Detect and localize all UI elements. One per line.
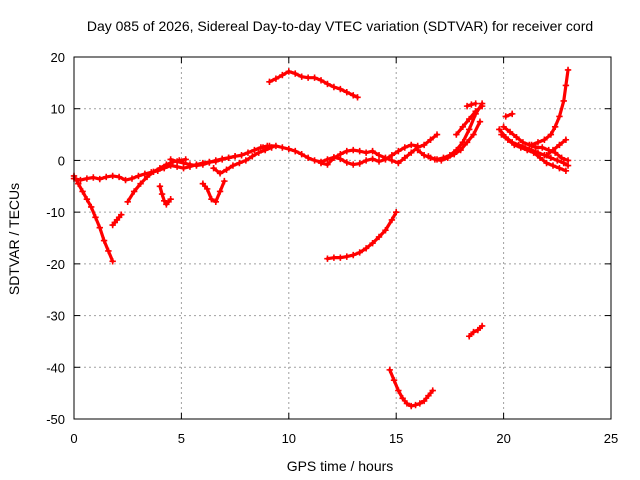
plot-border bbox=[73, 56, 612, 420]
series-arc-neg20 bbox=[324, 208, 400, 262]
trace-segment bbox=[428, 132, 439, 142]
trace-segment bbox=[467, 109, 478, 121]
series-arc-late-4 bbox=[502, 110, 516, 120]
trace-segment bbox=[461, 127, 471, 144]
chart-title: Day 085 of 2026, Sidereal Day-to-day VTE… bbox=[87, 18, 593, 34]
trace-segment bbox=[557, 138, 568, 147]
y-axis-label: SDTVAR / TECUs bbox=[6, 183, 22, 295]
trace-segment bbox=[126, 189, 136, 204]
series-arc-band-2 bbox=[317, 131, 441, 168]
data-point bbox=[476, 118, 484, 125]
series-arc-mid-3 bbox=[210, 144, 275, 177]
x-tick-label: 0 bbox=[70, 431, 77, 446]
grid-layer bbox=[74, 57, 611, 419]
data-point bbox=[478, 322, 486, 330]
data-point bbox=[564, 157, 572, 164]
data-point bbox=[508, 110, 516, 118]
trace-segment bbox=[467, 112, 478, 131]
series-arc-top bbox=[266, 68, 361, 101]
series-arc-neg33 bbox=[466, 322, 486, 340]
series-arc-band-5 bbox=[453, 102, 486, 138]
x-tick-label: 5 bbox=[178, 431, 185, 446]
series-arc-top-short bbox=[463, 100, 479, 110]
x-tick-label: 10 bbox=[282, 431, 296, 446]
trace-segment bbox=[454, 125, 465, 137]
data-point bbox=[182, 156, 189, 163]
x-tick-label: 20 bbox=[496, 431, 510, 446]
trace-segment bbox=[459, 140, 469, 152]
data-point bbox=[433, 131, 441, 138]
y-tick-label: 10 bbox=[51, 102, 65, 117]
data-point bbox=[478, 102, 486, 110]
data-point bbox=[472, 100, 479, 107]
series-arc-mid-2 bbox=[167, 153, 239, 169]
tick-layer: 0 5 10 15 20 25 20 10 0 -10 -20 -30 -40 -50 bbox=[46, 50, 618, 446]
data-point bbox=[109, 258, 116, 265]
trace-segment bbox=[454, 140, 465, 152]
data-point bbox=[167, 196, 174, 203]
series-arc-dip-6 bbox=[199, 177, 228, 205]
series-arc-late-5 bbox=[543, 136, 570, 159]
series-arc-rise bbox=[528, 66, 572, 149]
data-layer bbox=[70, 66, 572, 410]
series-arc-band-4 bbox=[425, 118, 484, 164]
data-point bbox=[393, 208, 400, 216]
data-point bbox=[562, 136, 570, 143]
data-point bbox=[118, 211, 125, 218]
y-tick-label: -40 bbox=[46, 360, 65, 375]
data-point bbox=[429, 387, 436, 394]
series-arc-dive-2 bbox=[109, 211, 125, 229]
trace-segment bbox=[383, 218, 394, 232]
x-tick-label: 25 bbox=[604, 431, 618, 446]
y-tick-label: -20 bbox=[46, 257, 65, 272]
trace-segment bbox=[132, 182, 143, 194]
data-point bbox=[221, 177, 228, 185]
y-tick-label: 20 bbox=[51, 50, 65, 65]
trace-segment bbox=[461, 117, 471, 129]
y-tick-label: -30 bbox=[46, 309, 65, 324]
data-point bbox=[354, 94, 361, 101]
series-arc-dive-1 bbox=[70, 172, 116, 265]
x-tick-label: 15 bbox=[389, 431, 403, 446]
series-arc-late-3 bbox=[500, 123, 572, 164]
y-tick-label: -10 bbox=[46, 205, 65, 220]
data-point bbox=[562, 167, 570, 174]
data-point bbox=[564, 66, 572, 74]
y-tick-label: 0 bbox=[58, 153, 65, 168]
series-arc-late-2 bbox=[498, 131, 570, 174]
trace-segment bbox=[465, 132, 476, 144]
trace-segment bbox=[471, 120, 482, 137]
y-tick-label: -50 bbox=[46, 412, 65, 427]
series-arc-dip-4 bbox=[156, 183, 174, 208]
x-axis-label: GPS time / hours bbox=[287, 458, 394, 474]
trace-segment bbox=[474, 104, 484, 113]
data-point bbox=[231, 153, 239, 160]
series-arc-neg45 bbox=[386, 366, 436, 410]
